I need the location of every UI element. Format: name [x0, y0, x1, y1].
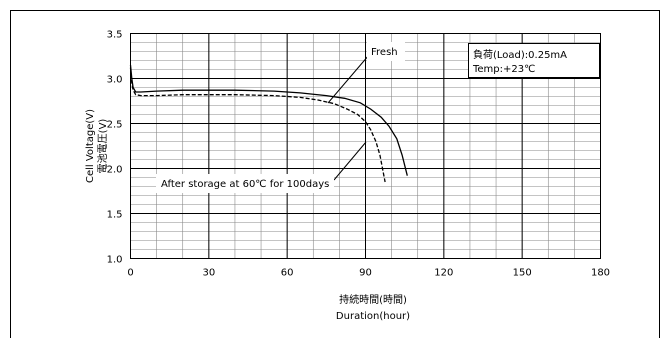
outer-frame: [10, 10, 660, 338]
x-axis-title-en: Duration(hour): [336, 311, 410, 322]
x-tick-label: 150: [513, 268, 532, 279]
x-tick-label: 0: [127, 268, 133, 279]
x-tick-label: 30: [202, 268, 215, 279]
condition-temp: Temp:+23℃: [472, 64, 535, 75]
y-axis-title-ja: 電池電圧(V): [96, 119, 109, 174]
y-tick-label: 1.0: [107, 255, 123, 266]
y-tick-labels: 1.0 1.5 2.0 2.5 3.0 3.5: [107, 30, 123, 266]
y-axis-title-en: Cell Voltage(V): [85, 109, 96, 183]
x-tick-label: 90: [359, 268, 372, 279]
fresh-leader-line: [327, 54, 370, 104]
x-axis-title-ja: 持続時間(時間): [339, 293, 407, 306]
condition-load: 負荷(Load):0.25mA: [473, 49, 567, 61]
y-tick-label: 2.5: [107, 120, 123, 131]
y-tick-label: 1.5: [107, 210, 123, 221]
y-tick-label: 2.0: [107, 165, 123, 176]
x-tick-label: 60: [281, 268, 294, 279]
y-tick-label: 3.5: [107, 30, 123, 41]
y-tick-label: 3.0: [107, 75, 123, 86]
plot-area-border: [130, 33, 601, 259]
fresh-label-box: [367, 42, 405, 61]
series-fresh: [129, 64, 408, 176]
fresh-label: Fresh: [371, 47, 398, 58]
condition-box: [468, 43, 600, 78]
storage-leader-line: [333, 141, 367, 181]
storage-label: After storage at 60℃ for 100days: [161, 179, 329, 190]
x-tick-labels: 0 30 60 90 120 150 180: [127, 268, 610, 279]
series-after-storage: [129, 67, 386, 183]
x-tick-label: 180: [591, 268, 610, 279]
storage-label-box: [156, 174, 334, 193]
x-tick-label: 120: [434, 268, 453, 279]
series-layer: [129, 64, 408, 183]
